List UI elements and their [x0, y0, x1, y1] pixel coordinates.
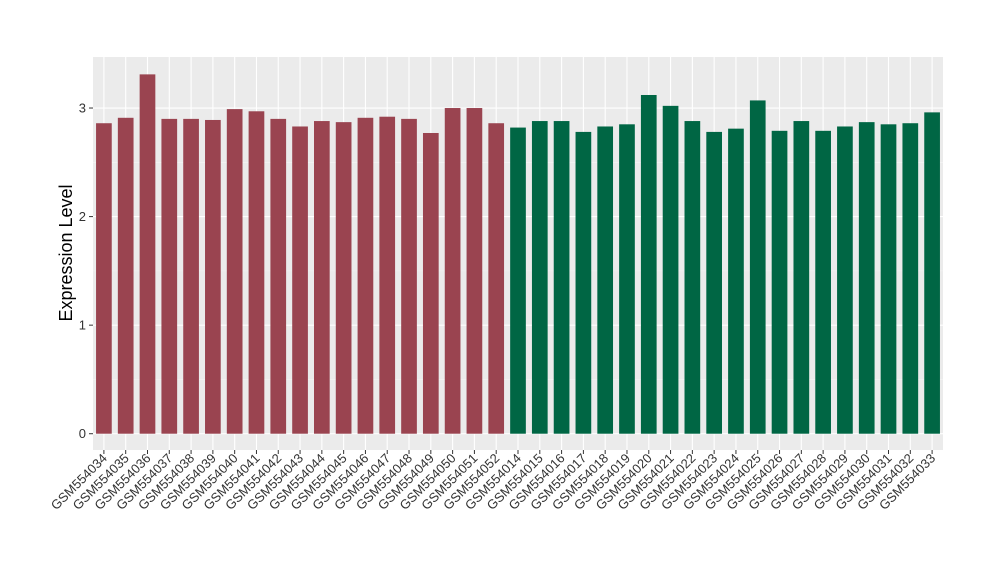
bar-GSM554048: [401, 118, 417, 434]
bar-GSM554046: [357, 117, 374, 434]
bar-GSM554025: [749, 100, 766, 434]
bar-GSM554041: [248, 111, 265, 434]
bar-GSM554016: [553, 121, 570, 434]
bar-GSM554034: [96, 123, 112, 434]
bar-GSM554031: [880, 124, 897, 434]
bar-GSM554017: [575, 131, 592, 434]
bar-GSM554019: [619, 124, 635, 434]
bar-GSM554029: [837, 126, 853, 434]
bar-GSM554051: [466, 108, 483, 434]
bar-GSM554039: [205, 119, 221, 434]
y-tick-label: 3: [79, 101, 86, 116]
bar-GSM554042: [270, 118, 287, 434]
bar-GSM554036: [139, 74, 156, 434]
bar-GSM554028: [815, 130, 831, 434]
bar-GSM554032: [902, 123, 919, 434]
bar-GSM554026: [771, 130, 788, 434]
bar-GSM554049: [422, 132, 439, 434]
bar-GSM554023: [706, 131, 722, 434]
bar-GSM554052: [488, 123, 505, 434]
bar-GSM554030: [858, 122, 875, 434]
y-tick-label: 0: [79, 426, 86, 441]
y-axis: 0 1 2 3: [79, 101, 93, 441]
bar-GSM554020: [640, 94, 657, 434]
bar-GSM554035: [117, 117, 134, 434]
bar-GSM554047: [379, 116, 396, 434]
bar-GSM554027: [793, 121, 810, 434]
y-axis-title: Expression Level: [56, 184, 76, 321]
bar-GSM554050: [444, 108, 461, 434]
bar-GSM554021: [662, 105, 679, 434]
bars: [96, 74, 940, 434]
bar-GSM554015: [531, 121, 548, 434]
x-axis: GSM554034GSM554035GSM554036GSM554037GSM5…: [48, 450, 938, 513]
bar-GSM554038: [183, 118, 199, 434]
bar-GSM554045: [335, 122, 352, 434]
bar-GSM554022: [684, 121, 701, 434]
bar-GSM554033: [924, 112, 940, 434]
bar-GSM554037: [161, 118, 178, 434]
bar-GSM554014: [510, 127, 526, 434]
y-tick-label: 1: [79, 318, 86, 333]
y-tick-label: 2: [79, 209, 86, 224]
bar-GSM554024: [728, 128, 744, 434]
bar-GSM554040: [226, 109, 243, 434]
bar-GSM554043: [292, 126, 308, 434]
bar-GSM554018: [597, 126, 614, 434]
bar-GSM554044: [314, 121, 330, 434]
